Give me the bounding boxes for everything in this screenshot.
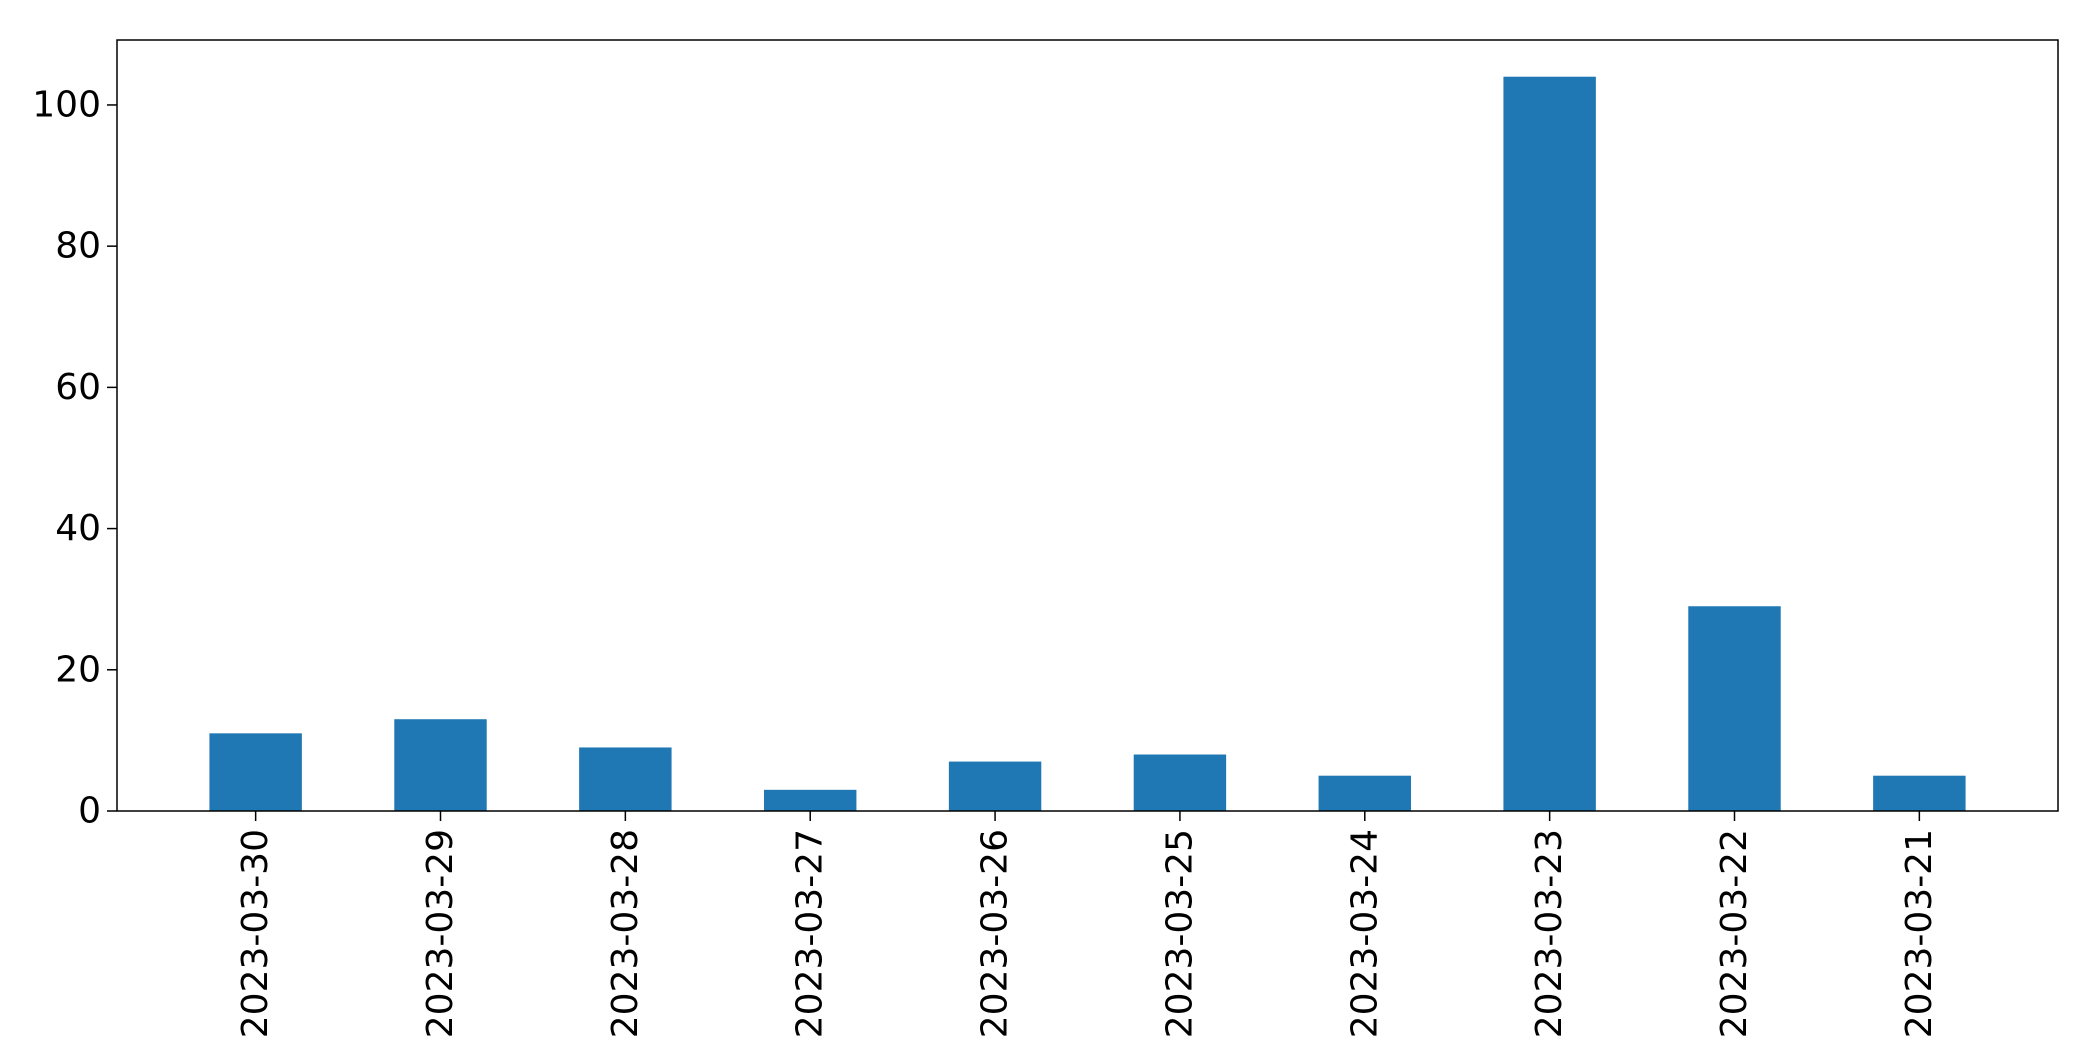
x-tick-label: 2023-03-24 (1344, 829, 1385, 1038)
bar-2023-03-30 (209, 733, 302, 811)
x-tick-label: 2023-03-30 (235, 829, 276, 1038)
bar-2023-03-23 (1503, 76, 1596, 811)
y-tick-label: 20 (55, 649, 101, 690)
x-axis: 2023-03-30 2023-03-29 2023-03-28 2023-03-27… (235, 811, 1940, 1038)
y-tick-label: 100 (32, 84, 101, 125)
x-tick-label: 2023-03-22 (1714, 829, 1755, 1038)
x-tick-label: 2023-03-21 (1899, 829, 1940, 1038)
bar-2023-03-21 (1873, 775, 1966, 811)
bar-2023-03-25 (1133, 754, 1227, 811)
y-tick-label: 0 (78, 791, 101, 832)
bar-2023-03-29 (394, 719, 487, 811)
bar-2023-03-27 (764, 789, 857, 811)
axes-frame (116, 39, 2059, 812)
bar-2023-03-28 (579, 747, 672, 811)
y-tick-label: 40 (55, 508, 101, 549)
bar-2023-03-22 (1688, 606, 1781, 811)
bars-group (209, 76, 1966, 811)
x-tick-label: 2023-03-27 (790, 829, 831, 1038)
y-axis: 0 20 40 60 80 100 (32, 84, 117, 832)
bar-2023-03-24 (1318, 775, 1411, 811)
bar-2023-03-26 (948, 761, 1042, 811)
x-tick-label: 2023-03-25 (1159, 829, 1200, 1038)
x-tick-label: 2023-03-29 (420, 829, 461, 1038)
x-tick-label: 2023-03-26 (975, 829, 1016, 1038)
x-tick-label: 2023-03-28 (605, 829, 646, 1038)
y-tick-label: 60 (55, 367, 101, 408)
y-tick-label: 80 (55, 226, 101, 267)
x-tick-label: 2023-03-23 (1529, 829, 1570, 1038)
